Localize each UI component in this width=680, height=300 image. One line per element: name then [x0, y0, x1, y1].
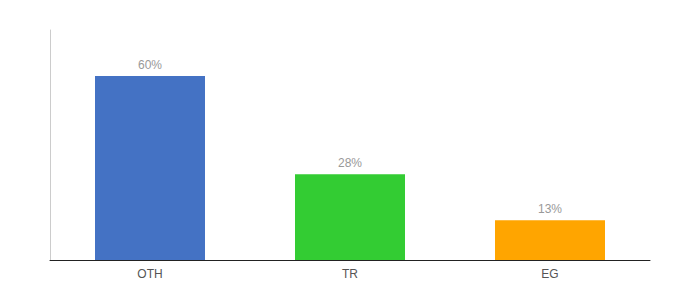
svg-text:EG: EG	[541, 267, 558, 281]
svg-text:60%: 60%	[138, 58, 162, 72]
svg-text:OTH: OTH	[137, 267, 162, 281]
svg-text:28%: 28%	[338, 156, 362, 170]
svg-text:TR: TR	[342, 267, 358, 281]
svg-text:13%: 13%	[538, 202, 562, 216]
